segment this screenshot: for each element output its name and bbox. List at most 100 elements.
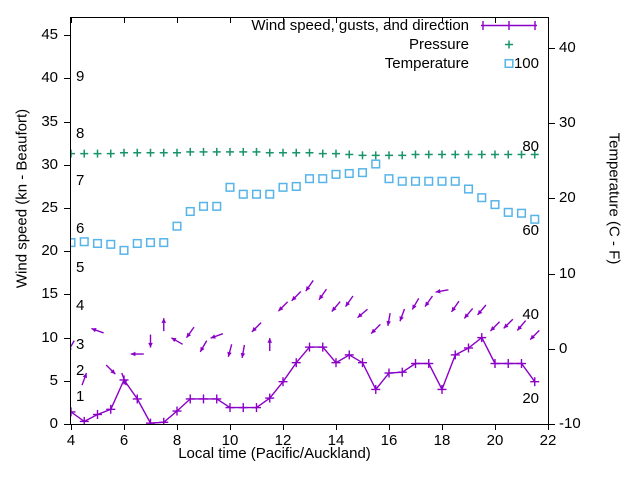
legend-key-line-plus (477, 16, 541, 35)
arrow-head (91, 327, 97, 333)
pressure-point (517, 150, 526, 159)
temperature-point (437, 176, 447, 186)
wind-speed-point (477, 333, 487, 343)
wind-direction-arrow (277, 301, 289, 312)
wind-speed-point (212, 394, 222, 404)
y-tick-label-right: 30 (559, 114, 576, 132)
y-tick-right (549, 348, 555, 350)
arrow-head (357, 312, 363, 318)
wind-direction-arrow (71, 340, 75, 350)
wind-direction-arrow (81, 372, 88, 386)
pressure-point (199, 147, 208, 156)
arrow-head (435, 289, 441, 294)
arrow-head (412, 304, 417, 310)
arrow-head (122, 380, 127, 386)
arrow-head (71, 348, 73, 350)
wind-speed-point (358, 358, 367, 368)
temperature-point (212, 201, 222, 211)
wind-direction-arrow (516, 320, 527, 331)
temperature-point (450, 176, 460, 186)
plot-area (70, 17, 549, 425)
pressure-point (279, 148, 287, 157)
arrow-head (503, 323, 509, 329)
temperature-point (132, 238, 142, 249)
y-tick-label-right: 20 (559, 189, 576, 207)
pressure-point (305, 148, 314, 157)
legend-label: Pressure (408, 36, 469, 53)
wind-direction-arrow (318, 288, 328, 301)
temperature-point (238, 189, 248, 199)
pressure-point (318, 149, 327, 158)
wind-direction-arrow (130, 351, 144, 357)
arrow-head (331, 306, 337, 312)
wind-speed-line (71, 336, 536, 424)
wind-speed-point (146, 418, 155, 424)
wind-speed-point (437, 384, 447, 394)
temperature-point (278, 182, 288, 192)
arrow-head (345, 301, 351, 307)
legend-item[interactable]: Temperature (205, 54, 541, 73)
temperature-point (225, 182, 235, 192)
wind-direction-arrow (489, 321, 501, 332)
wind-speed-point (252, 403, 261, 413)
temperature-point (530, 214, 540, 224)
pressure-point (93, 149, 102, 158)
wind-direction-arrow (121, 372, 127, 386)
temperature-point (344, 168, 354, 179)
legend-square (504, 58, 514, 69)
wind-speed-point (159, 417, 169, 424)
arrow-head (251, 326, 257, 332)
temperature-point (384, 174, 394, 184)
pressure-point (491, 150, 499, 159)
arrow-head (305, 285, 311, 292)
temperature-point (71, 238, 76, 248)
wind-speed-point (305, 342, 314, 352)
wind-direction-arrow (477, 304, 487, 316)
arrow-head (200, 346, 205, 352)
temperature-point (490, 200, 500, 210)
y-tick-right (549, 424, 555, 425)
arrow-head (171, 337, 177, 343)
pressure-point (212, 147, 221, 156)
y-tick-label-right: 0 (559, 339, 568, 357)
temperature-point (79, 237, 89, 247)
temperature-point (331, 169, 341, 179)
y-tick-label-right: 40 (559, 39, 576, 57)
y-tick-label-right: 10 (559, 264, 576, 282)
arrow-head (319, 294, 324, 300)
wind-speed-point (384, 368, 394, 378)
legend-key-plus (477, 35, 541, 54)
temperature-point (318, 174, 328, 184)
wind-direction-arrow (161, 318, 167, 332)
arrow-head (477, 309, 483, 315)
wind-speed-point (71, 407, 76, 417)
legend-item[interactable]: Pressure (205, 35, 541, 54)
pressure-point (504, 150, 513, 159)
wind-direction-arrow (210, 333, 224, 339)
wind-speed-point (93, 409, 102, 419)
pressure-point (477, 150, 486, 159)
wind-direction-arrow (291, 291, 302, 302)
y-tick-right (549, 198, 555, 200)
wind-direction-arrow (227, 344, 233, 358)
wind-speed-point (450, 350, 460, 360)
wind-direction-arrow (435, 289, 449, 294)
wind-direction-arrow (105, 364, 116, 375)
wind-speed-point (530, 377, 540, 387)
wind-speed-point (225, 403, 235, 413)
pressure-point (332, 149, 340, 158)
pressure-point (292, 148, 301, 157)
arrow-head (399, 316, 404, 322)
wind-direction-arrow (267, 338, 273, 352)
pressure-point (252, 147, 261, 156)
temperature-point (265, 189, 275, 199)
wind-direction-arrow (370, 323, 381, 335)
y-tick-right (549, 123, 555, 125)
pressure-point (239, 147, 248, 156)
wind-direction-arrow (463, 308, 474, 319)
y-axis-right-title: Temperature (C - F) (605, 132, 623, 265)
wind-direction-arrow (185, 326, 195, 339)
legend-item[interactable]: Wind speed, gusts, and direction (205, 16, 541, 35)
pressure-point (345, 150, 354, 159)
arrow-head (425, 301, 430, 307)
